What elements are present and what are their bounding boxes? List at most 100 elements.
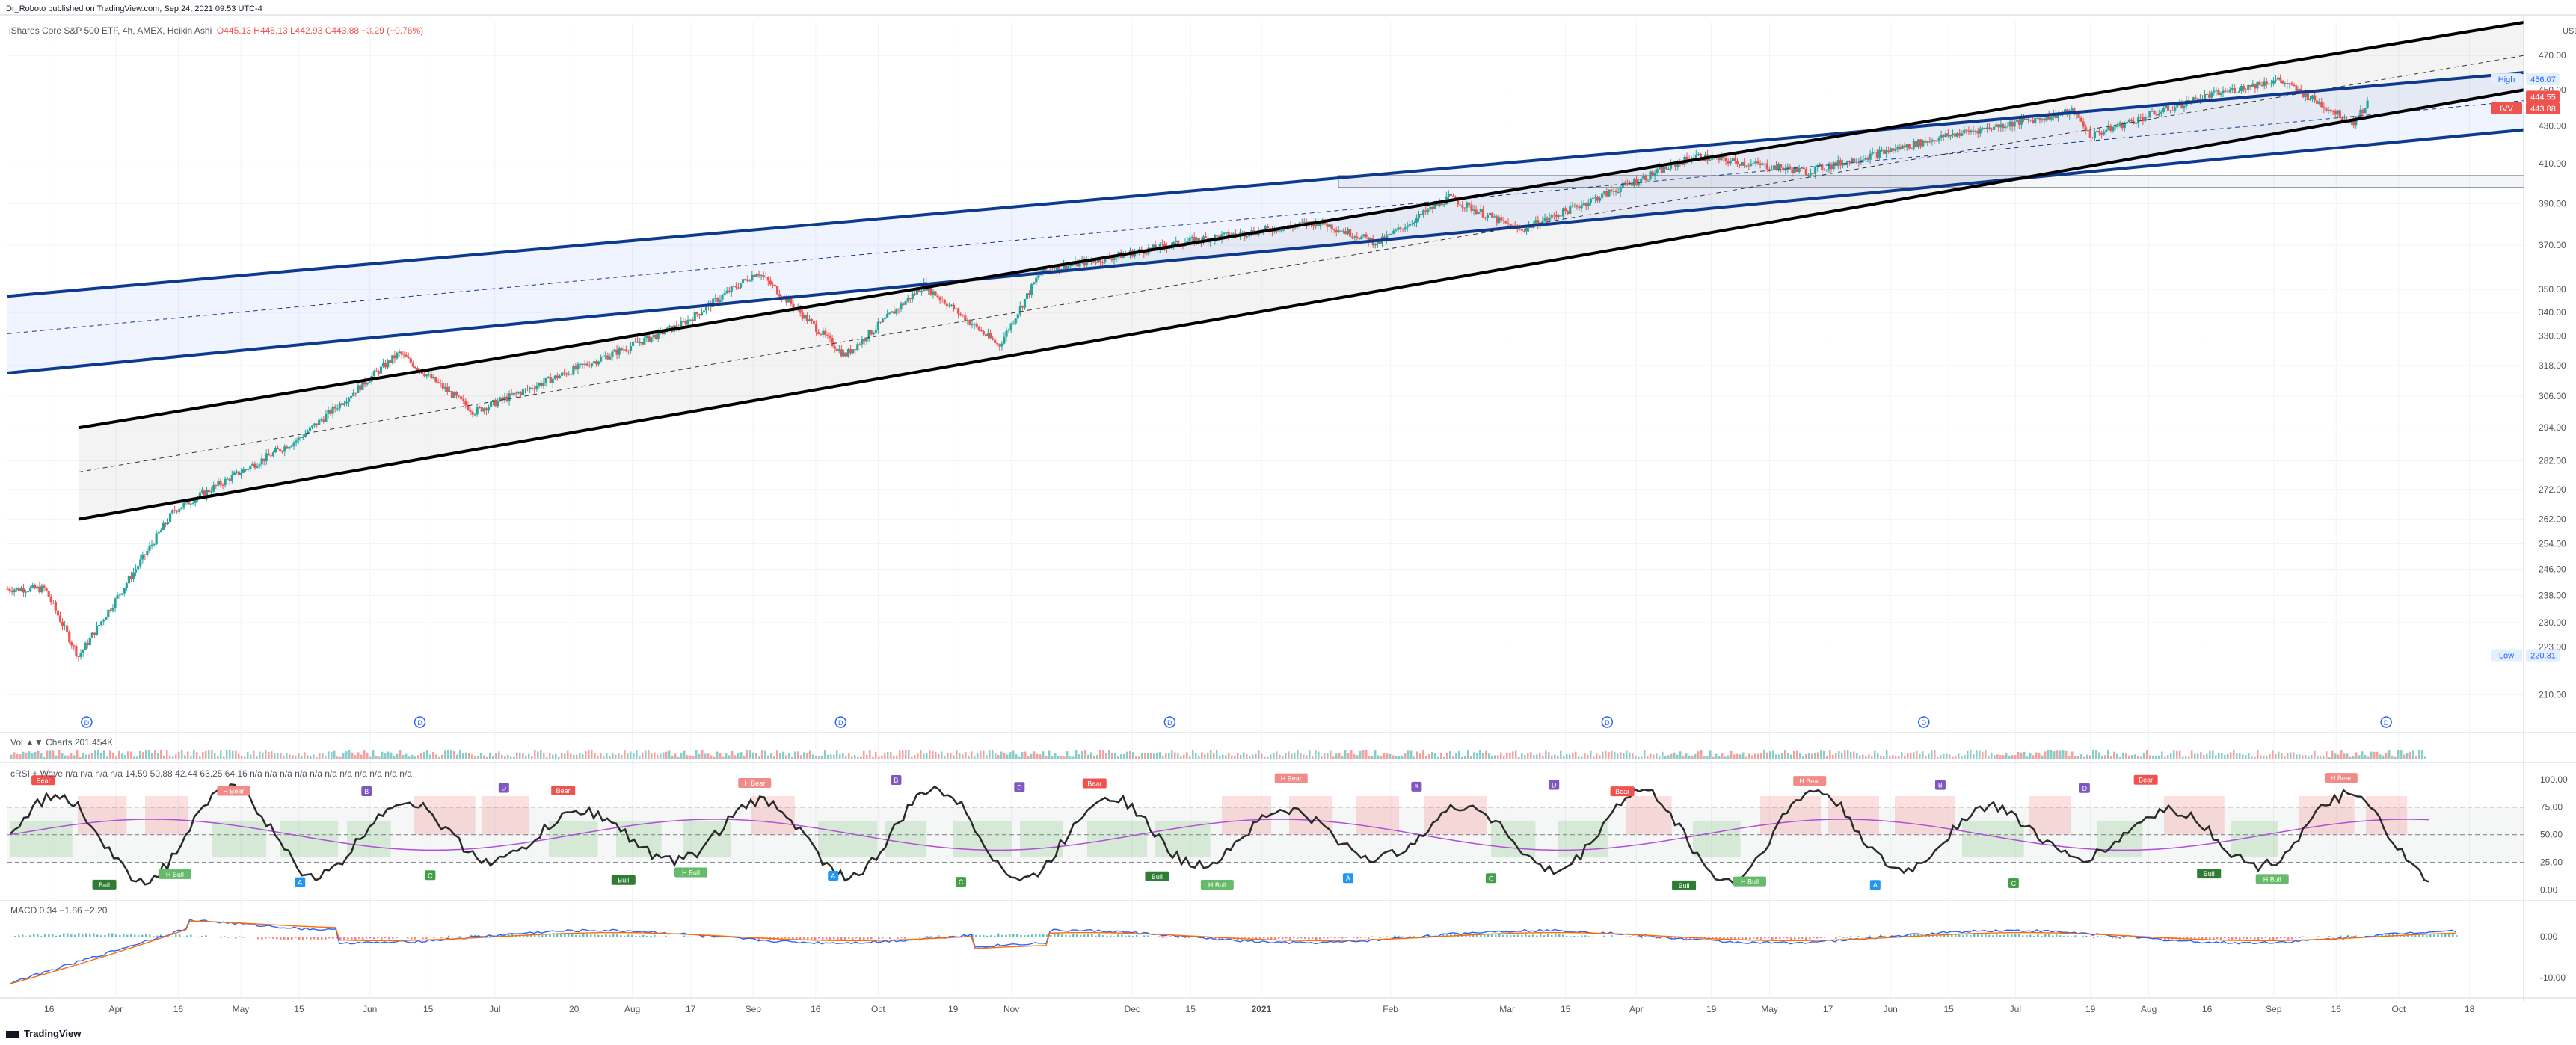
candle-body	[714, 298, 717, 299]
volume-bar	[1739, 754, 1742, 759]
macd-hist-bar	[265, 937, 267, 939]
candle-body	[473, 414, 476, 416]
candle-body	[43, 585, 46, 588]
volume-bar	[1102, 750, 1104, 759]
candle-body	[2276, 77, 2280, 80]
candle-body	[2107, 125, 2110, 130]
crsi-signal-bg	[1014, 782, 1025, 792]
volume-bar	[1117, 756, 1119, 759]
macd-hist-bar	[560, 934, 562, 937]
macd-hist-bar	[138, 935, 140, 937]
volume-bar	[1769, 751, 1771, 759]
volume-bar	[1748, 753, 1750, 759]
candle-body	[363, 380, 366, 385]
candle-body	[1555, 215, 1558, 217]
volume-bar	[2134, 754, 2136, 759]
x-tick-label: May	[1761, 1004, 1778, 1014]
candle-body	[1699, 153, 1703, 160]
volume-bar	[1458, 750, 1460, 759]
volume-bar	[2206, 753, 2208, 759]
volume-bar	[390, 752, 393, 759]
volume-bar	[1994, 755, 1996, 759]
candle-body	[2153, 111, 2156, 114]
candle-body	[1399, 227, 1402, 229]
volume-bar	[866, 754, 868, 759]
volume-bar	[579, 753, 581, 759]
candle-body	[1656, 169, 1659, 173]
volume-legend[interactable]: Vol ▲▼ Charts 201.454K	[10, 737, 114, 747]
candle-body	[1601, 193, 1604, 198]
macd-hist-bar	[336, 937, 338, 939]
macd-legend[interactable]: MACD 0.34 −1.86 −2.20	[10, 905, 108, 916]
candle-body	[47, 591, 50, 597]
macd-hist-bar	[392, 937, 394, 939]
candle-body	[228, 478, 231, 481]
volume-bar	[1593, 756, 1595, 759]
macd-hist-bar	[145, 934, 147, 937]
candle-body	[489, 401, 493, 407]
macd-hist-bar	[1065, 934, 1067, 937]
x-tick-label: 16	[2331, 1004, 2342, 1014]
volume-bar	[1264, 756, 1266, 759]
tradingview-logo[interactable]: TradingView	[6, 1028, 81, 1039]
candle-body	[920, 290, 923, 292]
candle-body	[235, 471, 239, 473]
volume-bar	[1554, 754, 1556, 759]
candle-body	[1804, 169, 1807, 176]
candle-body	[1642, 176, 1645, 179]
volume-bar	[2376, 751, 2379, 759]
volume-bar	[1162, 756, 1164, 759]
candle-body	[2240, 86, 2243, 91]
volume-bar	[1751, 755, 1753, 759]
candle-body	[2331, 111, 2334, 112]
macd-hist-bar	[788, 937, 790, 939]
tag-high-bg	[2526, 73, 2560, 86]
crsi-signal-label: H Bear	[1281, 775, 1302, 783]
candle-body	[691, 319, 694, 321]
volume-bar	[531, 756, 533, 759]
macd-hist-bar	[96, 934, 99, 937]
candle-body	[636, 341, 639, 343]
y-tick-label: 246.00	[2539, 564, 2566, 574]
candle-body	[2359, 109, 2362, 118]
macd-hist-bar	[2269, 937, 2271, 940]
symbol-name[interactable]: iShares Core S&P 500 ETF, 4h, AMEX, Heik…	[9, 25, 212, 36]
candle-body	[1621, 182, 1624, 188]
candle-body	[1390, 233, 1393, 235]
candle-body	[1422, 210, 1425, 215]
candle-body	[1264, 226, 1267, 229]
crsi-signal-bg	[828, 870, 839, 881]
volume-bars	[10, 750, 2426, 759]
x-tick-label: Aug	[624, 1004, 640, 1014]
volume-bar	[202, 752, 204, 759]
candle-body	[1459, 204, 1462, 206]
crsi-signal-label: H Bull	[682, 869, 700, 877]
tag-high-side: High	[2498, 75, 2515, 84]
volume-bar	[1437, 756, 1439, 759]
candle-body	[58, 615, 62, 622]
candle-body	[34, 585, 37, 589]
volume-bar	[857, 756, 859, 759]
candle-body	[585, 363, 588, 366]
candle-body	[2008, 121, 2011, 126]
volume-bar	[1629, 752, 1631, 759]
volume-bar	[920, 750, 922, 759]
candle-body	[1761, 163, 1764, 165]
volume-bar	[1168, 752, 1170, 759]
volume-bar	[719, 752, 722, 759]
candle-body	[359, 385, 362, 390]
candle-body	[986, 333, 990, 336]
volume-bar	[1330, 750, 1332, 759]
volume-bar	[220, 750, 222, 759]
macd-hist-bar	[2414, 935, 2417, 937]
macd-hist-bar	[366, 937, 368, 939]
volume-bar	[2278, 751, 2280, 759]
macd-hist-bar	[2097, 936, 2099, 937]
macd-hist-bar	[814, 937, 817, 941]
volume-bar	[1111, 753, 1113, 759]
volume-bar	[752, 752, 754, 759]
volume-bar	[1715, 753, 1718, 759]
crsi-legend[interactable]: cRSI + Wave n/a n/a n/a n/a 14.59 50.88 …	[10, 768, 412, 779]
volume-bar	[325, 756, 327, 759]
